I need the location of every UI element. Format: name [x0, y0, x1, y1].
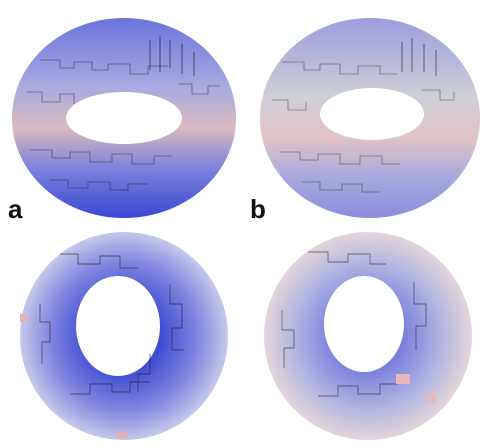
panel-c-top-view [0, 224, 246, 448]
panel-b-side-view: b [246, 0, 492, 224]
panel-label-b: b [250, 194, 266, 224]
panel-label-a: a [8, 194, 23, 224]
panel-a-side-view: a [0, 0, 246, 224]
panel-d-top-view [246, 224, 492, 448]
